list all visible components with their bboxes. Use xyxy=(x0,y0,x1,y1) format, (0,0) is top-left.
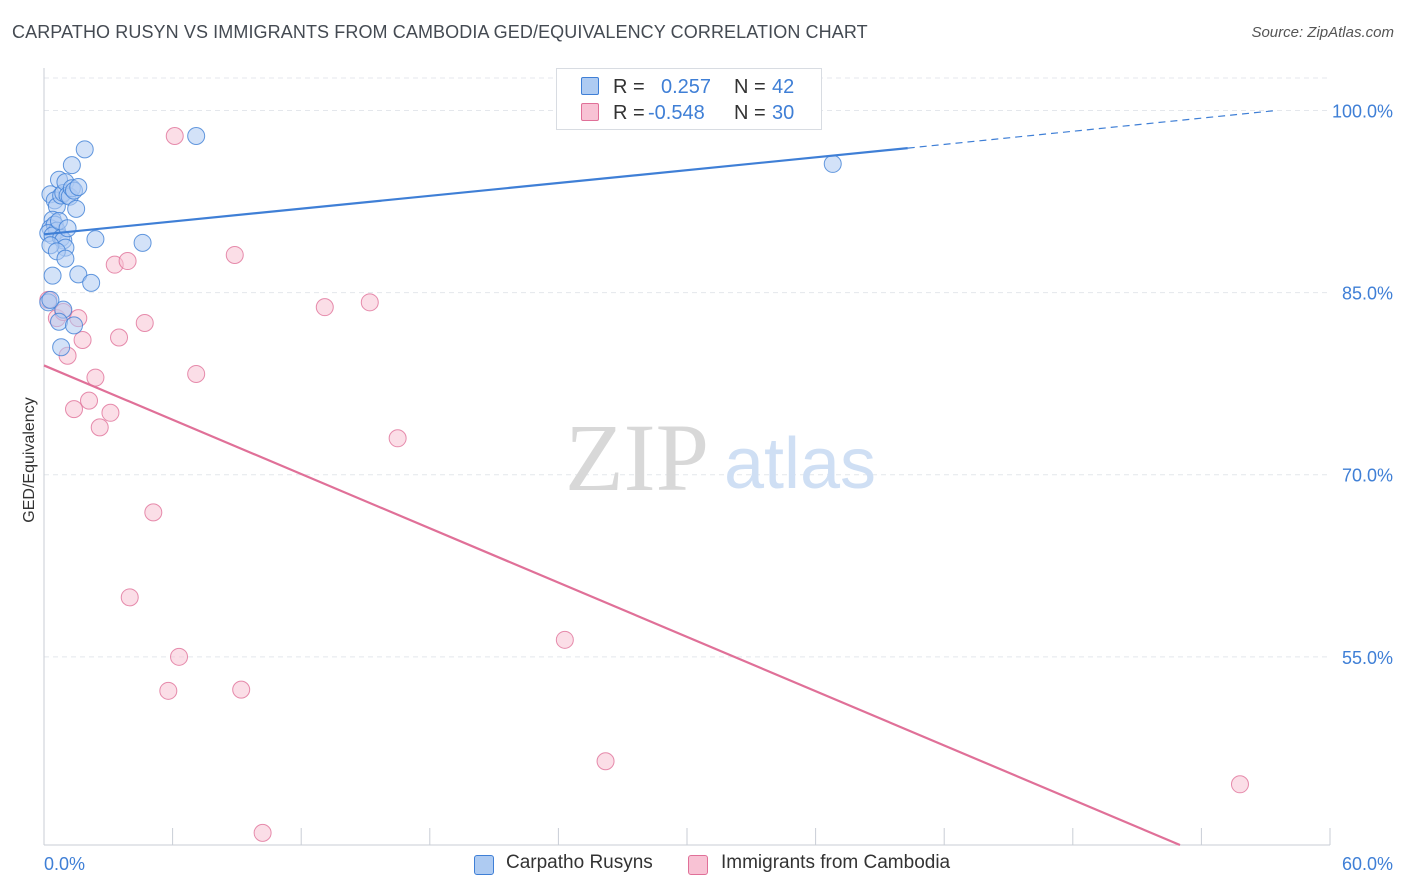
watermark-zip: ZIP xyxy=(565,404,709,511)
cambodia-point xyxy=(65,400,84,419)
y-tick-label: 70.0% xyxy=(1342,466,1393,486)
cambodia-point xyxy=(110,328,129,347)
cambodia-point xyxy=(225,245,244,264)
watermark: ZIP atlas xyxy=(565,404,876,511)
watermark-atlas: atlas xyxy=(724,424,876,504)
y-tick-label: 85.0% xyxy=(1342,284,1393,304)
carpatho-point xyxy=(187,126,206,145)
y-tick-label: 100.0% xyxy=(1332,101,1393,121)
cambodia-point xyxy=(253,823,272,842)
trend-lines xyxy=(43,109,1277,847)
carpatho-point xyxy=(67,199,86,218)
carpatho-point xyxy=(69,177,88,196)
cambodia-point xyxy=(170,647,189,666)
carpatho-point xyxy=(56,249,75,268)
chart-title: CARPATHO RUSYN VS IMMIGRANTS FROM CAMBOD… xyxy=(12,22,868,42)
legend-row-cambodia: R = -0.548 N = 30 xyxy=(557,100,821,126)
legend-row-carpatho: R = 0.257 N = 42 xyxy=(557,74,821,100)
trend-line-carpatho xyxy=(43,147,908,236)
y-tick-label: 55.0% xyxy=(1342,648,1393,668)
correlation-legend: R = 0.257 N = 42 R = -0.548 N = 30 xyxy=(556,68,822,130)
x-tick-label: 0.0% xyxy=(44,854,85,874)
cambodia-point xyxy=(555,630,574,649)
cambodia-point xyxy=(90,418,109,437)
carpatho-point xyxy=(69,265,88,284)
carpatho-point xyxy=(86,230,105,249)
carpatho-point xyxy=(65,316,84,335)
bottom-legend-label: Carpatho Rusyns xyxy=(506,852,653,873)
legend-n-value: 42 xyxy=(772,76,795,98)
bottom-legend-swatch-blue xyxy=(474,855,494,875)
cambodia-point xyxy=(135,313,154,332)
carpatho-point xyxy=(50,312,69,331)
cambodia-point xyxy=(187,364,206,383)
carpatho-point xyxy=(62,156,81,175)
carpatho-point xyxy=(75,140,94,159)
cambodia-point xyxy=(118,252,137,271)
legend-r-value: -0.548 xyxy=(648,102,705,124)
legend-n-value: 30 xyxy=(772,102,795,124)
x-tick-label: 60.0% xyxy=(1342,854,1393,874)
cambodia-point xyxy=(144,503,163,522)
cambodia-point xyxy=(165,126,184,145)
cambodia-point xyxy=(388,429,407,448)
carpatho-point xyxy=(41,290,60,309)
legend-n-label: N = xyxy=(734,102,766,124)
cambodia-point xyxy=(101,403,120,422)
cambodia-point xyxy=(120,588,139,607)
legend-swatch-pink xyxy=(581,103,599,121)
legend-n-label: N = xyxy=(734,76,766,98)
cambodia-point xyxy=(73,330,92,349)
tick-labels: 100.0% 85.0% 70.0% 55.0% 0.0% 60.0% xyxy=(44,101,1393,874)
carpatho-point xyxy=(823,154,842,173)
cambodia-point xyxy=(1230,775,1249,794)
cambodia-point xyxy=(232,680,251,699)
cambodia-point xyxy=(360,293,379,312)
carpatho-point xyxy=(133,233,152,252)
bottom-legend-label: Immigrants from Cambodia xyxy=(721,852,951,873)
y-axis-label: GED/Equivalency xyxy=(21,397,38,523)
bottom-legend-swatch-pink xyxy=(688,855,708,875)
trend-line-carpatho-extension xyxy=(907,109,1277,149)
legend-r-label: R = xyxy=(613,102,645,124)
cambodia-point xyxy=(159,681,178,700)
series-carpatho-points xyxy=(39,126,842,357)
cambodia-point xyxy=(596,752,615,771)
source-label: Source: ZipAtlas.com xyxy=(1251,24,1394,41)
trend-line-cambodia xyxy=(43,364,1181,847)
gridlines xyxy=(44,77,1330,658)
cambodia-point xyxy=(315,298,334,317)
carpatho-point xyxy=(43,266,62,285)
legend-r-label: R = xyxy=(613,76,645,98)
carpatho-point xyxy=(52,338,71,357)
legend-swatch-blue xyxy=(581,77,599,95)
carpatho-point xyxy=(58,219,77,238)
carpatho-point xyxy=(82,273,101,292)
legend-r-value: 0.257 xyxy=(661,76,712,98)
cambodia-point xyxy=(80,391,99,410)
